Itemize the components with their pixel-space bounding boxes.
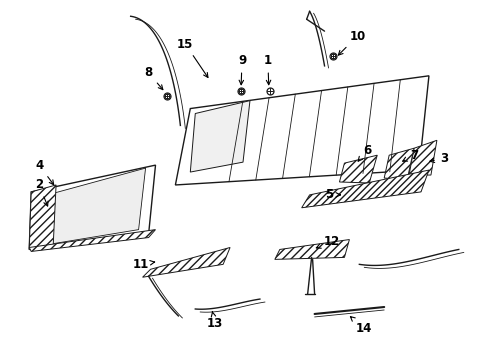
Polygon shape bbox=[175, 76, 428, 185]
Text: 12: 12 bbox=[316, 235, 339, 248]
Text: 6: 6 bbox=[357, 144, 371, 161]
Polygon shape bbox=[48, 168, 145, 244]
Text: 13: 13 bbox=[206, 312, 223, 330]
Text: 14: 14 bbox=[350, 316, 372, 336]
Polygon shape bbox=[142, 247, 230, 277]
Polygon shape bbox=[274, 239, 349, 260]
Text: 1: 1 bbox=[263, 54, 271, 85]
Text: 5: 5 bbox=[325, 188, 340, 201]
Text: 11: 11 bbox=[132, 258, 154, 271]
Text: 7: 7 bbox=[402, 149, 417, 162]
Polygon shape bbox=[29, 185, 56, 249]
Text: 3: 3 bbox=[429, 152, 447, 165]
Polygon shape bbox=[190, 100, 249, 172]
Polygon shape bbox=[29, 230, 155, 251]
Text: 10: 10 bbox=[338, 30, 365, 55]
Text: 4: 4 bbox=[35, 159, 54, 185]
Text: 8: 8 bbox=[144, 66, 163, 90]
Polygon shape bbox=[384, 148, 413, 180]
Polygon shape bbox=[339, 155, 376, 183]
Polygon shape bbox=[29, 165, 155, 249]
Text: 2: 2 bbox=[35, 179, 48, 206]
Polygon shape bbox=[408, 140, 436, 175]
Text: 9: 9 bbox=[237, 54, 245, 85]
Text: 15: 15 bbox=[177, 37, 207, 77]
Polygon shape bbox=[301, 170, 428, 208]
